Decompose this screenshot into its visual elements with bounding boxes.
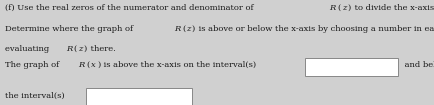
Text: is above the x-axis on the interval(s): is above the x-axis on the interval(s) (101, 61, 256, 69)
Text: (: ( (74, 45, 77, 53)
Text: evaluating: evaluating (5, 45, 52, 53)
Text: (: ( (337, 4, 340, 12)
Text: (f) Use the real zeros of the numerator and denominator of: (f) Use the real zeros of the numerator … (5, 4, 256, 12)
Text: (: ( (86, 61, 90, 69)
FancyBboxPatch shape (85, 88, 192, 105)
Text: z: z (78, 45, 82, 53)
Text: ): ) (83, 45, 87, 53)
Text: z: z (186, 25, 190, 33)
Text: the interval(s): the interval(s) (5, 91, 65, 99)
Text: ): ) (191, 25, 194, 33)
Text: R: R (329, 4, 335, 12)
Text: and below the x-axis on: and below the x-axis on (401, 61, 434, 69)
Text: to divide the x-axis into intervals.: to divide the x-axis into intervals. (351, 4, 434, 12)
Text: is above or below the x-axis by choosing a number in each interval and: is above or below the x-axis by choosing… (196, 25, 434, 33)
Text: R: R (174, 25, 180, 33)
Text: R: R (79, 61, 85, 69)
Text: there.: there. (88, 45, 115, 53)
Text: R: R (66, 45, 72, 53)
FancyBboxPatch shape (304, 58, 398, 76)
Text: Determine where the graph of: Determine where the graph of (5, 25, 136, 33)
Text: z: z (341, 4, 345, 12)
Text: ): ) (346, 4, 350, 12)
Text: (: ( (181, 25, 185, 33)
Text: ): ) (97, 61, 100, 69)
Text: x: x (91, 61, 95, 69)
Text: The graph of: The graph of (5, 61, 62, 69)
